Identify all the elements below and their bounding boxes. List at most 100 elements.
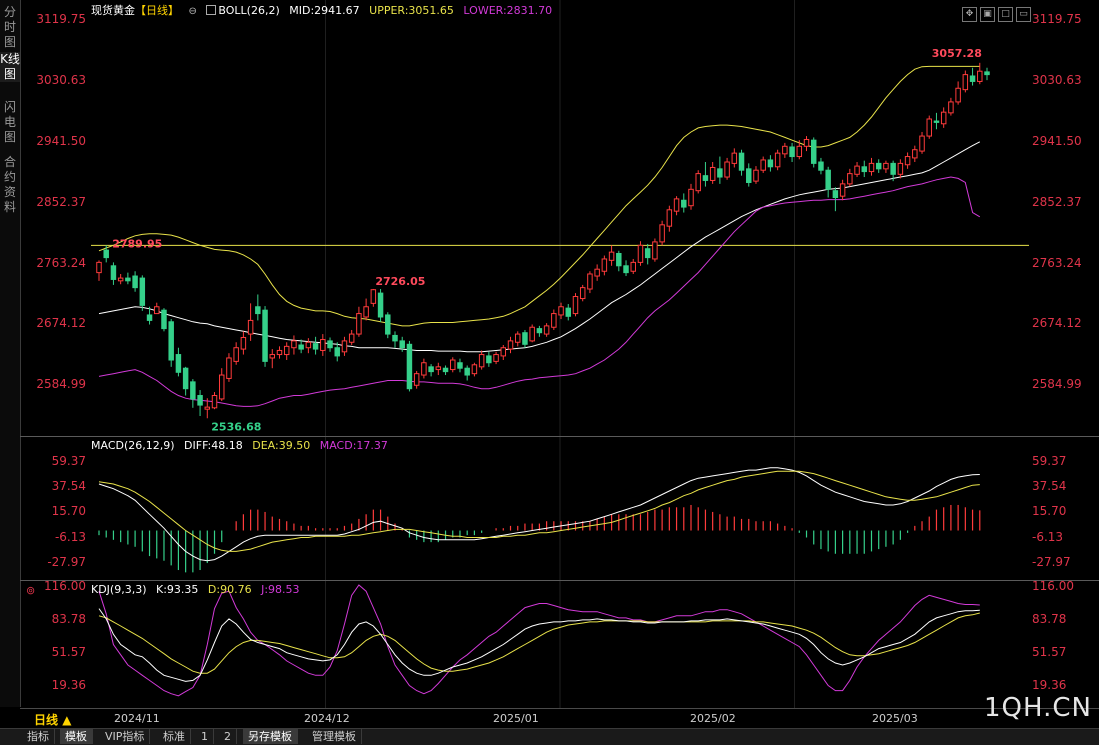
candle-body (955, 87, 961, 103)
candle-body (348, 333, 355, 343)
candle-body (652, 241, 658, 260)
candle (933, 112, 940, 130)
candle-body (767, 159, 774, 168)
tab-manage-template[interactable]: 管理模板 (307, 729, 362, 744)
period-tag: 【日线】 (135, 4, 179, 17)
macd-dea-line (98, 470, 980, 552)
boll-indicator-name[interactable]: BOLL(26,2) (218, 4, 280, 17)
axis-tick-label: 3119.75 (36, 12, 86, 27)
candle (818, 157, 824, 175)
candle (247, 303, 254, 341)
candle (204, 398, 211, 419)
date-label: 2025/02 (690, 712, 736, 725)
tab-template[interactable]: 模板 (60, 729, 93, 744)
candle (623, 260, 629, 277)
kdj-legend: KDJ(9,3,3) K:93.35 D:90.76 J:98.53 (91, 583, 306, 596)
candle-body (637, 244, 644, 263)
grid-lines (325, 581, 795, 708)
candle-body (413, 373, 420, 386)
candle-body (450, 359, 456, 371)
axis-tick-label: 2852.37 (36, 194, 86, 209)
boll-lower-value: LOWER:2831.70 (463, 4, 553, 17)
candle-body (926, 118, 932, 137)
kdj-pane[interactable]: KDJ(9,3,3) K:93.35 D:90.76 J:98.53 (91, 581, 1029, 708)
period-selector[interactable]: 日线 ▲ (34, 713, 72, 727)
axis-tick-label: 51.57 (1032, 645, 1067, 660)
tab-kline[interactable]: K线图 (0, 52, 20, 82)
candle (262, 306, 268, 367)
macd-diff-value: DIFF:48.18 (184, 439, 243, 452)
candle (760, 156, 766, 173)
tab-indicator[interactable]: 指标 (22, 729, 55, 744)
candle-body (919, 135, 925, 152)
candle-body (753, 169, 759, 182)
candle (753, 166, 759, 184)
macd-pane[interactable]: MACD(26,12,9) DIFF:48.18 DEA:39.50 MACD:… (91, 437, 1029, 580)
level-price-label: 2789.95 (112, 237, 162, 250)
candle (803, 136, 810, 152)
kdj-indicator-name[interactable]: KDJ(9,3,3) (91, 583, 147, 596)
axis-tick-label: 2763.24 (36, 255, 86, 270)
maximize-icon[interactable]: □ (998, 7, 1013, 22)
candle-body (334, 347, 340, 357)
main-price-pane[interactable]: 3057.28 2536.68 2789.95 2726.05 现货黄金【日线】 ⊖ … (91, 0, 1029, 436)
candle-body (608, 251, 615, 261)
axis-tick-label: 2941.50 (1032, 133, 1082, 148)
main-legend: 现货黄金【日线】 ⊖ BOLL(26,2) MID:2941.67 UPPER:… (91, 2, 558, 18)
candlestick-chart[interactable]: 3057.28 2536.68 2789.95 2726.05 (91, 0, 1029, 436)
date-label: 2024/12 (304, 712, 350, 725)
left-view-tabs: 分时图 K线图 闪电图 合约资料 (0, 0, 21, 707)
candle (190, 379, 196, 408)
candle (630, 258, 636, 274)
boll-lower-line (98, 176, 981, 407)
kdj-chart[interactable] (91, 581, 1029, 708)
candle-body (536, 328, 543, 334)
candle (984, 67, 990, 81)
boll-upper-line (98, 65, 980, 327)
candle-body (139, 277, 146, 306)
candle (579, 284, 586, 302)
axis-tick-label: 19.36 (51, 678, 86, 693)
candle-body (825, 169, 831, 190)
main-left-axis: 3119.75 3030.63 2941.50 2852.37 2763.24 2674.… (20, 0, 90, 436)
kdj-settings-icon[interactable]: ⊚ (26, 584, 36, 597)
candle (298, 339, 304, 354)
axis-tick-label: 37.54 (1032, 478, 1067, 493)
axis-tick-label: -6.13 (1032, 529, 1064, 544)
tab-vip-indicator[interactable]: VIP指标 (100, 729, 151, 744)
tab-standard[interactable]: 标准 (158, 729, 191, 744)
grid-icon[interactable] (206, 5, 217, 15)
move-icon[interactable]: ✥ (962, 7, 977, 22)
candle (154, 302, 160, 315)
tab-flash[interactable]: 闪电图 (3, 100, 16, 144)
candle (197, 390, 203, 416)
candle-body (457, 362, 463, 369)
candle-body (623, 265, 629, 274)
tab-2[interactable]: 2 (219, 729, 237, 744)
candle-body (255, 306, 261, 315)
candle-body (940, 111, 947, 125)
pane-divider[interactable] (20, 436, 1099, 437)
candle (255, 294, 261, 321)
settings-icon[interactable]: ⊖ (188, 6, 197, 17)
candle (478, 350, 485, 370)
candle (890, 160, 896, 182)
restore-icon[interactable]: ▣ (980, 7, 995, 22)
boll-upper-value: UPPER:3051.65 (369, 4, 454, 17)
candle (926, 115, 932, 139)
close-icon[interactable]: ▭ (1016, 7, 1031, 22)
candle (565, 304, 572, 321)
candle-body (276, 349, 283, 356)
tab-timeshare[interactable]: 分时图 (3, 5, 16, 49)
kdj-right-axis: 116.00 83.78 51.57 19.36 (1030, 579, 1099, 708)
tab-contract-info[interactable]: 合约资料 (3, 155, 16, 214)
macd-chart[interactable] (91, 437, 1029, 580)
candle-body (392, 334, 398, 342)
candle (139, 275, 146, 311)
axis-tick-label: 2674.12 (1032, 316, 1082, 331)
tab-save-template[interactable]: 另存模板 (243, 729, 298, 744)
macd-indicator-name[interactable]: MACD(26,12,9) (91, 439, 175, 452)
candle-body (890, 162, 896, 175)
pane-divider[interactable] (20, 580, 1099, 581)
tab-1[interactable]: 1 (196, 729, 214, 744)
